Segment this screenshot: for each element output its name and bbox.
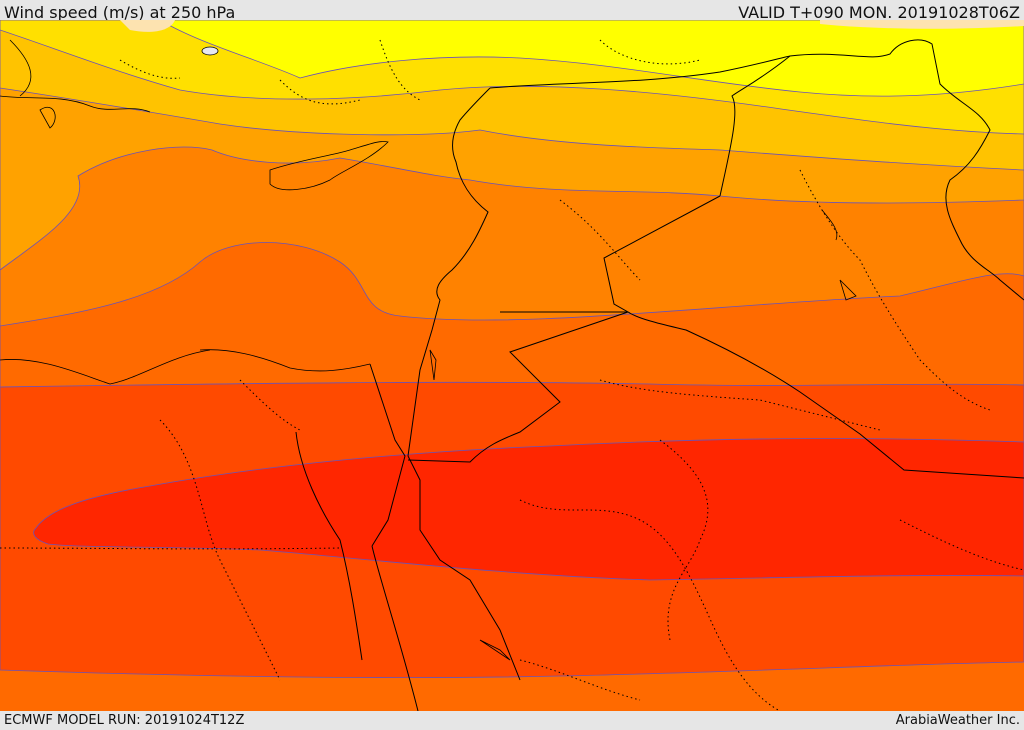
province-boundaries [0,39,1024,711]
valid-time: VALID T+090 MON. 20191028T06Z [738,3,1020,22]
map-footer: ECMWF MODEL RUN: 20191024T12Z ArabiaWeat… [0,711,1024,729]
credit: ArabiaWeather Inc. [895,713,1020,728]
small-lake [201,46,219,56]
map-header: Wind speed (m/s) at 250 hPa VALID T+090 … [0,0,1024,22]
pale-region-1 [120,20,175,32]
map-title: Wind speed (m/s) at 250 hPa [4,3,236,22]
model-run: ECMWF MODEL RUN: 20191024T12Z [4,713,245,728]
pale-region-2 [820,20,1024,29]
coastlines [0,39,857,661]
band-light-yellow [159,20,1024,97]
country-borders [295,39,1024,711]
band-red-core [33,438,1024,581]
wind-speed-map [0,20,1024,711]
